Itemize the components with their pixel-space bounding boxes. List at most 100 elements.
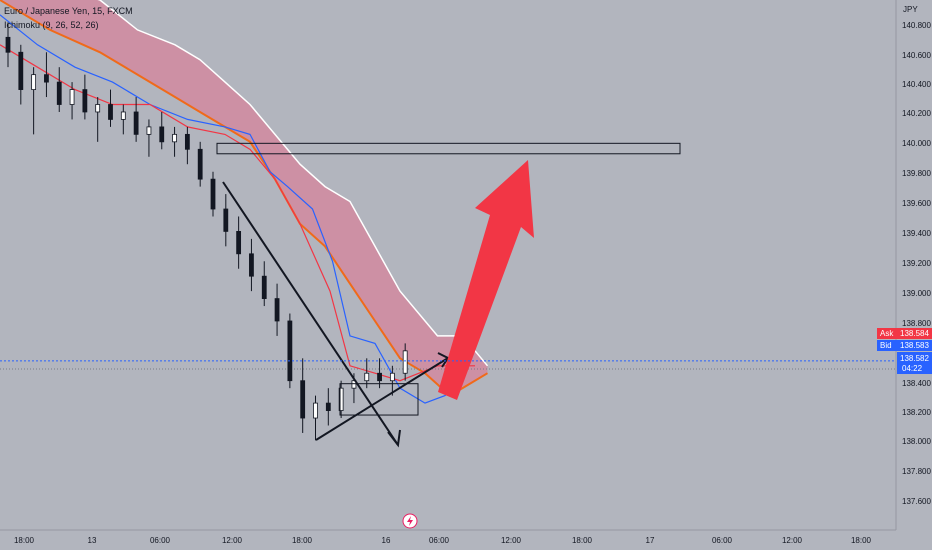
y-tick-label: 138.000 [902,437,931,446]
candle [172,126,177,157]
x-tick-label: 06:00 [150,536,171,545]
y-tick-label: 139.000 [902,289,931,298]
candle-body [120,111,126,120]
candle [31,67,37,135]
y-axis[interactable]: 140.800 140.600 140.400 140.200 140.000 139.8… [902,21,931,506]
bar-countdown: 04:22 [902,364,923,373]
currency-label: JPY [903,5,918,14]
candle-body [31,74,37,90]
candle-body [133,111,139,135]
candle [108,89,113,127]
y-tick-label: 140.600 [902,51,931,60]
y-tick-label: 137.600 [902,497,931,506]
price-badges: Ask 138.584 Bid 138.583 138.582 04:22 [877,328,932,374]
drawings-layer[interactable] [216,142,681,448]
projection-arrow[interactable] [438,160,534,400]
candle [69,82,75,120]
candle [389,365,395,396]
y-tick-label: 140.200 [902,109,931,118]
candle-body [56,81,62,105]
candle [56,67,62,112]
candle [338,380,344,419]
candle-body [261,275,267,299]
candles-layer [5,22,408,441]
lightning-icon [407,516,413,526]
candle [236,216,242,269]
resistance-zone-box[interactable] [216,142,681,155]
candle [146,119,152,157]
candle-body [146,126,152,135]
x-tick-label: 06:00 [429,536,450,545]
x-tick-label: 06:00 [712,536,733,545]
candle [210,171,216,217]
ask-badge-value: 138.584 [900,329,929,338]
conversion-line [0,44,475,382]
candle-body [95,104,101,113]
y-tick-label: 138.200 [902,408,931,417]
candle-body [377,372,382,382]
bid-badge-label-bg [877,340,897,351]
x-tick-label: 18:00 [14,536,35,545]
candle [184,126,190,165]
candle-body [44,74,49,83]
candle-body [287,320,293,382]
candle-body [364,372,370,382]
last-price-value: 138.582 [900,354,929,363]
x-axis[interactable]: 18:00 13 06:00 12:00 18:00 16 06:00 12:00 18:00 1… [14,536,872,545]
y-tick-label: 137.800 [902,467,931,476]
candle-body [338,387,344,411]
symbol-title: Euro / Japanese Yen, 15, FXCM [4,6,133,16]
candle [287,313,293,389]
y-tick-label: 139.400 [902,229,931,238]
candle [313,395,318,441]
y-tick-label: 139.600 [902,199,931,208]
candle [261,261,267,307]
candle [159,111,165,150]
candle-body [274,298,280,322]
chart-legend[interactable]: Euro / Japanese Yen, 15, FXCM Ichimoku (… [4,4,133,32]
x-tick-label: 12:00 [222,536,243,545]
y-tick-label: 139.200 [902,259,931,268]
x-tick-label: 18:00 [572,536,593,545]
candle [120,104,126,135]
y-tick-label: 140.000 [902,139,931,148]
base-line [0,14,463,404]
candle-body [159,126,165,143]
candle [5,22,11,68]
leading-span-a [97,0,489,367]
candle [133,97,139,142]
candle-body [108,104,113,120]
replay-button[interactable] [402,513,418,529]
candle [44,52,49,98]
x-tick-label: 17 [646,536,655,545]
x-tick-label: 12:00 [782,536,803,545]
candle [402,343,408,381]
candle [325,388,331,426]
candle [82,74,88,120]
last-price-badge-bg [897,352,932,374]
downtrend-arrowhead [387,429,401,448]
candle [249,238,254,292]
ask-badge-label-bg [877,328,897,339]
candle-body [351,380,357,389]
candle-body [236,231,242,255]
uptrend-line[interactable] [315,357,449,441]
candle [18,44,24,105]
candle-body [5,36,11,53]
x-tick-label: 12:00 [501,536,522,545]
candle-body [402,350,408,374]
candle-body [313,402,318,419]
y-tick-label: 138.800 [902,319,931,328]
candle [223,194,229,247]
downtrend-line[interactable] [222,181,399,446]
candle-body [69,89,75,105]
bid-badge-label: Bid [880,341,892,350]
y-tick-label: 140.800 [902,21,931,30]
candle-body [300,380,306,419]
indicator-title: Ichimoku (9, 26, 52, 26) [4,20,99,30]
x-tick-label: 13 [88,536,97,545]
candle-body [172,133,177,143]
bid-badge-value: 138.583 [900,341,929,350]
